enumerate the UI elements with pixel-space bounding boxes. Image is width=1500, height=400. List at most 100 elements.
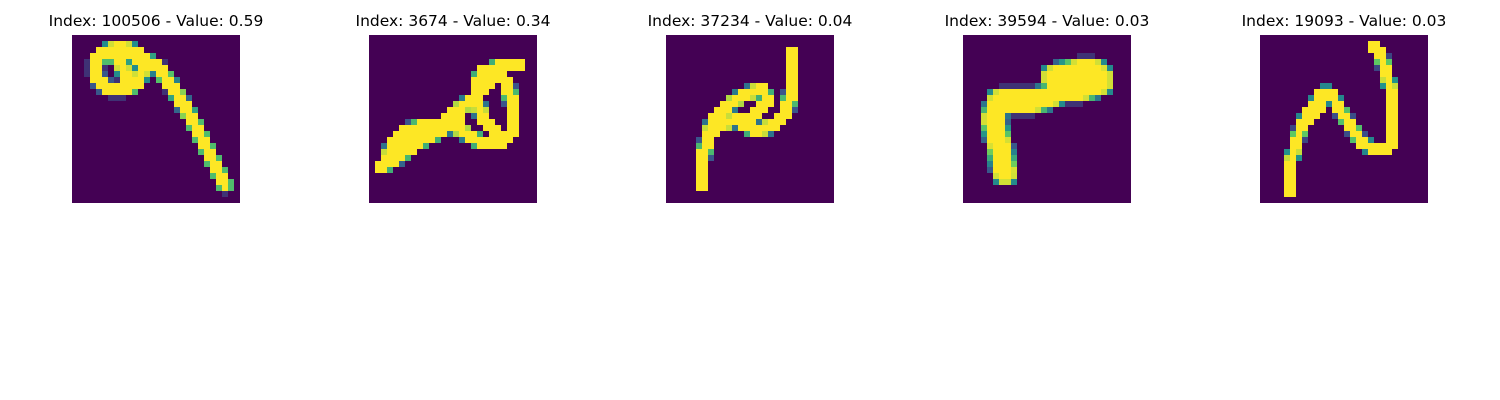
image-pixel <box>222 167 229 174</box>
image-pixel <box>435 125 442 132</box>
image-pixel <box>120 95 127 102</box>
image-pixel <box>1017 95 1024 102</box>
image-pixel <box>696 161 703 168</box>
image-pixel <box>1017 107 1024 114</box>
image-pixel <box>1296 131 1303 138</box>
image-pixel <box>756 113 763 120</box>
image-pixel <box>108 47 115 54</box>
image-pixel <box>459 137 466 144</box>
panel-title: Index: 3674 - Value: 0.34 <box>355 12 551 30</box>
image-pixel <box>441 113 448 120</box>
image-pixel <box>108 77 115 84</box>
image-pixel <box>459 119 466 126</box>
image-pixel <box>150 71 157 78</box>
image-pixel <box>501 137 508 144</box>
image-pixel <box>780 101 787 108</box>
image-pixel <box>750 83 757 90</box>
image-pixel <box>1320 101 1327 108</box>
image-pixel <box>696 185 703 192</box>
image-pixel <box>447 107 454 114</box>
image-pixel <box>1065 83 1072 90</box>
image-pixel <box>1332 89 1339 96</box>
image-pixel <box>1095 65 1102 72</box>
image-pixel <box>144 71 151 78</box>
image-pixel <box>1302 107 1309 114</box>
image-pixel <box>714 125 721 132</box>
image-pixel <box>405 131 412 138</box>
image-pixel <box>483 65 490 72</box>
image-pixel <box>1011 167 1018 174</box>
image-pixel <box>1089 53 1096 60</box>
image-pixel <box>507 59 514 66</box>
image-pixel <box>387 167 394 174</box>
image-pixel <box>108 41 115 48</box>
image-pixel <box>1326 83 1333 90</box>
image-pixel <box>513 107 520 114</box>
image-pixel <box>702 185 709 192</box>
image-pixel <box>1302 113 1309 120</box>
image-pixel <box>168 83 175 90</box>
image-pixel <box>1284 167 1291 174</box>
image-pixel <box>489 65 496 72</box>
image-pixel <box>1065 101 1072 108</box>
image-pixel <box>708 131 715 138</box>
image-pixel <box>1071 83 1078 90</box>
image-pixel <box>90 65 97 72</box>
image-pixel <box>483 71 490 78</box>
image-pixel <box>513 89 520 96</box>
image-pixel <box>786 107 793 114</box>
image-pixel <box>174 101 181 108</box>
image-pixel <box>1392 125 1399 132</box>
image-pixel <box>792 77 799 84</box>
image-pixel <box>1011 149 1018 156</box>
image-pixel <box>1011 179 1018 186</box>
image-pixel <box>1338 107 1345 114</box>
image-pixel <box>1290 125 1297 132</box>
image-pixel <box>987 161 994 168</box>
image-pixel <box>987 89 994 96</box>
image-pixel <box>222 173 229 180</box>
image-pixel <box>1077 53 1084 60</box>
image-pixel <box>150 59 157 66</box>
image-pixel <box>1308 101 1315 108</box>
image-pixel <box>477 89 484 96</box>
image-pixel <box>987 131 994 138</box>
image-pixel <box>696 179 703 186</box>
image-pixel <box>477 101 484 108</box>
image-pixel <box>714 131 721 138</box>
image-pixel <box>387 143 394 150</box>
image-pixel <box>477 65 484 72</box>
image-pixel <box>1308 107 1315 114</box>
image-pixel <box>1386 59 1393 66</box>
image-pixel <box>204 137 211 144</box>
image-pixel <box>90 59 97 66</box>
image-pixel <box>513 113 520 120</box>
image-pixel <box>204 143 211 150</box>
image-pixel <box>411 125 418 132</box>
image-pixel <box>120 65 127 72</box>
image-pixel <box>513 59 520 66</box>
image-pixel <box>1005 107 1012 114</box>
image-pixel <box>144 59 151 66</box>
image-pixel <box>204 149 211 156</box>
image-pixel <box>465 101 472 108</box>
image-pixel <box>495 71 502 78</box>
image-pixel <box>1077 71 1084 78</box>
image-pixel <box>1101 65 1108 72</box>
image-pixel <box>441 125 448 132</box>
image-pixel <box>399 143 406 150</box>
image-pixel <box>1290 173 1297 180</box>
image-pixel <box>1011 161 1018 168</box>
image-pixel <box>1065 95 1072 102</box>
image-pixel <box>507 77 514 84</box>
image-pixel <box>702 143 709 150</box>
image-pixel <box>1362 131 1369 138</box>
image-pixel <box>1284 149 1291 156</box>
image-pixel <box>489 71 496 78</box>
image-pixel <box>507 83 514 90</box>
image-pixel <box>489 83 496 90</box>
image-pixel <box>192 131 199 138</box>
image-pixel <box>519 59 526 66</box>
image-pixel <box>96 77 103 84</box>
image-pixel <box>1011 89 1018 96</box>
